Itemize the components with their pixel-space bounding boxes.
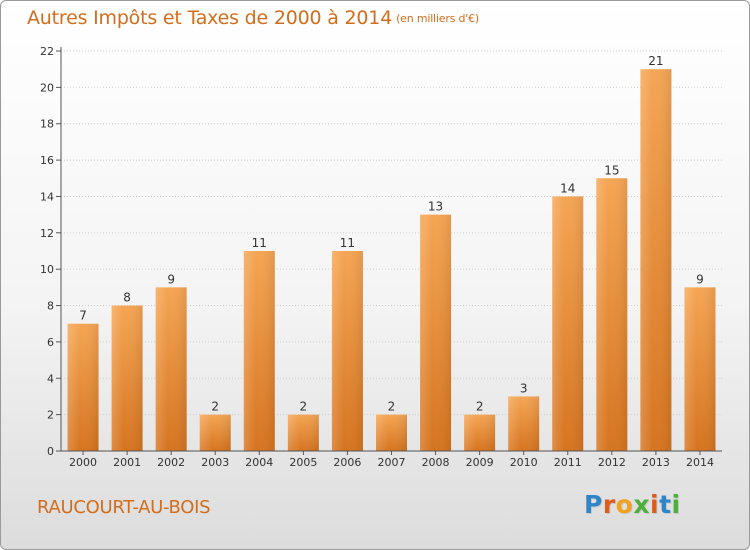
bar-shading (420, 214, 452, 451)
data-label: 2 (476, 400, 484, 414)
data-label: 8 (123, 291, 131, 305)
data-label: 7 (79, 309, 87, 323)
y-tick-label: 12 (40, 227, 54, 240)
x-tick-label: 2004 (245, 456, 273, 469)
y-tick-label: 18 (40, 118, 54, 131)
data-label: 11 (252, 236, 267, 250)
x-tick-label: 2010 (510, 456, 538, 469)
data-label: 2 (211, 400, 219, 414)
y-tick-label: 0 (47, 445, 54, 458)
data-label: 14 (560, 181, 575, 195)
data-label: 9 (167, 272, 175, 286)
bar-shading (508, 396, 540, 451)
x-tick-label: 2013 (642, 456, 670, 469)
y-tick-label: 20 (40, 81, 54, 94)
bar-shading (640, 69, 672, 451)
x-tick-label: 2003 (201, 456, 229, 469)
data-label: 11 (340, 236, 355, 250)
y-tick-label: 6 (47, 336, 54, 349)
bar-shading (376, 414, 407, 451)
bars (67, 69, 716, 452)
data-label: 2 (388, 400, 396, 414)
y-tick-label: 14 (40, 190, 54, 203)
bar-shading (243, 251, 275, 451)
y-tick-label: 22 (40, 45, 54, 58)
logo-letter: i (671, 490, 681, 519)
x-tick-label: 2001 (113, 456, 141, 469)
x-tick-label: 2012 (598, 456, 626, 469)
logo-letter: P (584, 490, 603, 519)
bar-shading (155, 287, 187, 451)
bar-shading (596, 178, 628, 452)
x-tick-label: 2005 (289, 456, 317, 469)
data-label: 3 (520, 381, 528, 395)
data-label: 13 (428, 200, 443, 214)
commune-name: RAUCOURT-AU-BOIS (37, 497, 211, 518)
y-tick-label: 16 (40, 154, 54, 167)
bar-shading (464, 414, 496, 451)
x-tick-label: 2002 (157, 456, 185, 469)
bar-shading (552, 196, 584, 451)
logo-letter: t (659, 490, 672, 519)
data-label: 21 (648, 54, 663, 68)
data-label: 2 (300, 400, 308, 414)
title-text: Autres Impôts et Taxes de 2000 à 2014 (27, 7, 393, 29)
bar-shading (684, 287, 716, 451)
x-tick-label: 2009 (466, 456, 494, 469)
axes (56, 47, 722, 455)
title-unit: (en milliers d'€) (396, 12, 479, 25)
bar-shading (111, 305, 143, 451)
data-label: 15 (604, 163, 619, 177)
y-tick-label: 4 (47, 372, 54, 385)
x-tick-label: 2011 (554, 456, 582, 469)
logo-letter: r (602, 490, 616, 519)
logo-letter: x (633, 490, 650, 519)
labels: 0246810121416182022720008200192002220031… (40, 45, 714, 469)
logo-letter: i (650, 490, 660, 519)
proxiti-logo[interactable]: Proxiti (584, 490, 681, 519)
x-tick-label: 2007 (378, 456, 406, 469)
x-tick-label: 2000 (69, 456, 97, 469)
y-tick-label: 10 (40, 263, 54, 276)
y-tick-label: 8 (47, 300, 54, 313)
bar-shading (331, 251, 363, 451)
data-label: 9 (696, 272, 704, 286)
bar-shading (287, 414, 319, 451)
bar-shading (199, 414, 231, 451)
y-tick-label: 2 (47, 409, 54, 422)
logo-letter: o (615, 490, 634, 519)
x-tick-label: 2014 (686, 456, 714, 469)
x-tick-label: 2008 (422, 456, 450, 469)
chart-title: Autres Impôts et Taxes de 2000 à 2014 (en… (27, 7, 479, 29)
bar-shading (67, 323, 99, 451)
x-tick-label: 2006 (333, 456, 361, 469)
